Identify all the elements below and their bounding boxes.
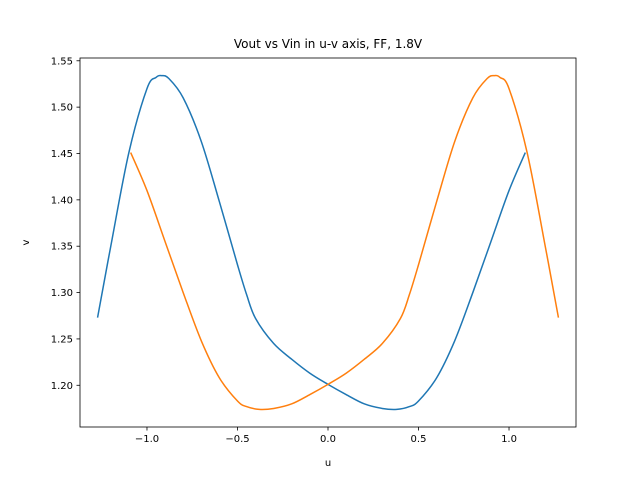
- chart-title: Vout vs Vin in u-v axis, FF, 1.8V: [234, 37, 423, 51]
- y-tick-label: 1.45: [51, 149, 73, 160]
- y-tick-label: 1.40: [51, 195, 73, 206]
- y-tick-label: 1.55: [51, 56, 73, 67]
- plot-area: [96, 74, 560, 411]
- x-tick-label: 0.5: [411, 434, 427, 445]
- axis-ticks: −1.0 −0.5 0.0 0.5 1.0 1.20 1.25 1.30 1.35 1.40 1.4…: [51, 56, 517, 445]
- y-tick-label: 1.20: [51, 381, 73, 392]
- series-line-1: [96, 74, 527, 411]
- series-line-2: [129, 74, 560, 411]
- y-tick-label: 1.30: [51, 288, 73, 299]
- y-tick-label: 1.50: [51, 103, 73, 114]
- x-tick-label: −1.0: [135, 434, 159, 445]
- y-tick-label: 1.25: [51, 334, 73, 345]
- x-tick-label: 1.0: [501, 434, 517, 445]
- y-tick-label: 1.35: [51, 242, 73, 253]
- x-axis-label: u: [325, 458, 331, 469]
- x-tick-label: −0.5: [225, 434, 249, 445]
- y-axis-label: v: [21, 239, 32, 245]
- x-tick-label: 0.0: [320, 434, 336, 445]
- axes-frame: [79, 57, 577, 428]
